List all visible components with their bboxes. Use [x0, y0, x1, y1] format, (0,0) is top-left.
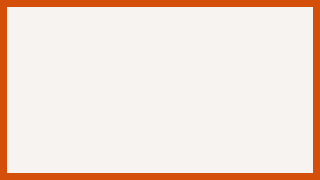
- Text: $y = log_b\ x$: $y = log_b\ x$: [214, 95, 263, 109]
- Text: •What is the concentration of hydroxide ions (OH⁻) in a: •What is the concentration of hydroxide …: [16, 50, 239, 59]
- Text: Step 1: Rearranging the pH equation: Step 1: Rearranging the pH equation: [22, 13, 268, 26]
- Text: solution with a pH of 8.1?: solution with a pH of 8.1?: [16, 68, 123, 77]
- Text: $[H^+(aq)] \ = \ 10^{-pH}$: $[H^+(aq)] \ = \ 10^{-pH}$: [32, 148, 124, 163]
- Text: $pH = -log_{10}[H^+(aq)]$: $pH = -log_{10}[H^+(aq)]$: [32, 90, 139, 105]
- Text: $x = b^y$: $x = b^y$: [214, 121, 245, 133]
- Text: $-pH = log_{10}[H^+(aq)]$: $-pH = log_{10}[H^+(aq)]$: [32, 115, 135, 130]
